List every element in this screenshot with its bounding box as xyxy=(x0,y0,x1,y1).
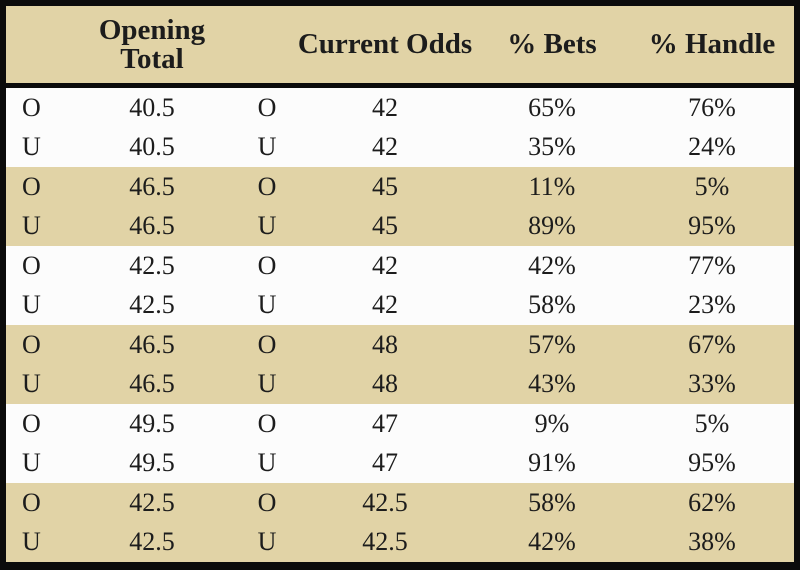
table-cell: O xyxy=(238,167,296,207)
table-cell: U xyxy=(22,290,41,320)
table-row: U 46.5 U 48 43% 33% xyxy=(6,364,794,404)
table-cell: O xyxy=(257,408,277,438)
betting-odds-table: Opening Total Current Odds % Bets % Hand… xyxy=(6,6,794,562)
table-cell: U xyxy=(238,522,296,562)
table-cell: 77% xyxy=(688,250,736,280)
header-pct-handle: % Handle xyxy=(630,6,794,88)
table-cell: 38% xyxy=(630,522,794,562)
table-row: U 42.5 U 42.5 42% 38% xyxy=(6,522,794,562)
table-cell: U xyxy=(238,206,296,246)
table-cell: 35% xyxy=(528,132,576,162)
table-cell: 91% xyxy=(528,448,576,478)
header-row: Opening Total Current Odds % Bets % Hand… xyxy=(6,6,794,88)
table-cell: 23% xyxy=(688,290,736,320)
table-row: O 42.5 O 42.5 58% 62% xyxy=(6,482,794,523)
table-cell: 33% xyxy=(630,364,794,404)
table-cell: U xyxy=(6,206,66,246)
table-cell: 89% xyxy=(474,206,630,246)
table-cell: 5% xyxy=(630,167,794,207)
table-cell: O xyxy=(22,408,41,438)
table-cell: 5% xyxy=(694,408,730,438)
table-cell: 42.5 xyxy=(296,522,474,562)
table-cell: 49.5 xyxy=(129,408,175,438)
table-cell: 46.5 xyxy=(66,364,238,404)
table-cell: 40.5 xyxy=(129,132,175,162)
table-cell: 40.5 xyxy=(129,92,175,122)
table-cell: 95% xyxy=(630,206,794,246)
table-row: U 49.5 U 47 91% 95% xyxy=(6,443,794,482)
header-opening-ou xyxy=(6,6,66,88)
table-cell: U xyxy=(22,132,41,162)
table-cell: U xyxy=(257,448,277,478)
table-cell: 42 xyxy=(372,290,398,320)
table-cell: O xyxy=(6,324,66,365)
table-cell: 46.5 xyxy=(66,167,238,207)
table-cell: O xyxy=(238,324,296,365)
table-cell: 42.5 xyxy=(296,482,474,523)
table-cell: 57% xyxy=(474,324,630,365)
table-cell: 42.5 xyxy=(66,522,238,562)
table-cell: 42% xyxy=(528,250,576,280)
table-row: O 42.5 O 42 42% 77% xyxy=(6,246,794,285)
table-body: O 40.5 O 42 65% 76% U 40.5 U 42 35% 24% O 46.5 O 45 11% 5… xyxy=(6,86,794,562)
table-row: O 49.5 O 47 9% 5% xyxy=(6,404,794,443)
table-cell: U xyxy=(22,448,41,478)
table-cell: 58% xyxy=(474,482,630,523)
table-cell: O xyxy=(6,482,66,523)
table-cell: 11% xyxy=(474,167,630,207)
table-cell: 46.5 xyxy=(66,206,238,246)
header-opening-total: Opening Total xyxy=(66,6,238,88)
table-cell: O xyxy=(257,92,277,122)
table-row: U 46.5 U 45 89% 95% xyxy=(6,206,794,246)
table-cell: 42% xyxy=(474,522,630,562)
table-cell: O xyxy=(22,250,41,280)
table-cell: 76% xyxy=(688,92,736,122)
table-cell: 45 xyxy=(296,206,474,246)
table-cell: U xyxy=(6,522,66,562)
table-cell: 43% xyxy=(474,364,630,404)
table-cell: 67% xyxy=(630,324,794,365)
table-cell: O xyxy=(238,482,296,523)
table-cell: 45 xyxy=(296,167,474,207)
table-cell: 48 xyxy=(296,364,474,404)
table-cell: O xyxy=(6,167,66,207)
header-pct-bets: % Bets xyxy=(474,6,630,88)
table-cell: 65% xyxy=(528,92,576,122)
table-cell: 42.5 xyxy=(129,250,175,280)
table-cell: 46.5 xyxy=(66,324,238,365)
table-cell: 47 xyxy=(372,448,398,478)
table-cell: 24% xyxy=(688,132,736,162)
table-cell: 42.5 xyxy=(66,482,238,523)
table-cell: U xyxy=(238,364,296,404)
table-cell: 48 xyxy=(296,324,474,365)
table-cell: 49.5 xyxy=(129,448,175,478)
table-cell: O xyxy=(22,92,41,122)
table-row: O 40.5 O 42 65% 76% xyxy=(6,86,794,128)
table-cell: 9% xyxy=(534,408,570,438)
table-cell: 42 xyxy=(372,250,398,280)
table-cell: 42 xyxy=(372,132,398,162)
table-row: O 46.5 O 45 11% 5% xyxy=(6,167,794,207)
table-cell: U xyxy=(257,132,277,162)
table-cell: 42 xyxy=(372,92,398,122)
table-cell: 42.5 xyxy=(129,290,175,320)
table-row: U 42.5 U 42 58% 23% xyxy=(6,285,794,324)
header-current-ou xyxy=(238,6,296,88)
header-current-odds: Current Odds xyxy=(296,6,474,88)
table-row: U 40.5 U 42 35% 24% xyxy=(6,128,794,167)
table-cell: U xyxy=(257,290,277,320)
table-cell: 62% xyxy=(630,482,794,523)
table-header: Opening Total Current Odds % Bets % Hand… xyxy=(6,6,794,88)
table-cell: U xyxy=(6,364,66,404)
table-cell: 58% xyxy=(528,290,576,320)
table-cell: 47 xyxy=(372,408,398,438)
table-row: O 46.5 O 48 57% 67% xyxy=(6,324,794,365)
table-cell: O xyxy=(257,250,277,280)
table-cell: 95% xyxy=(688,448,736,478)
